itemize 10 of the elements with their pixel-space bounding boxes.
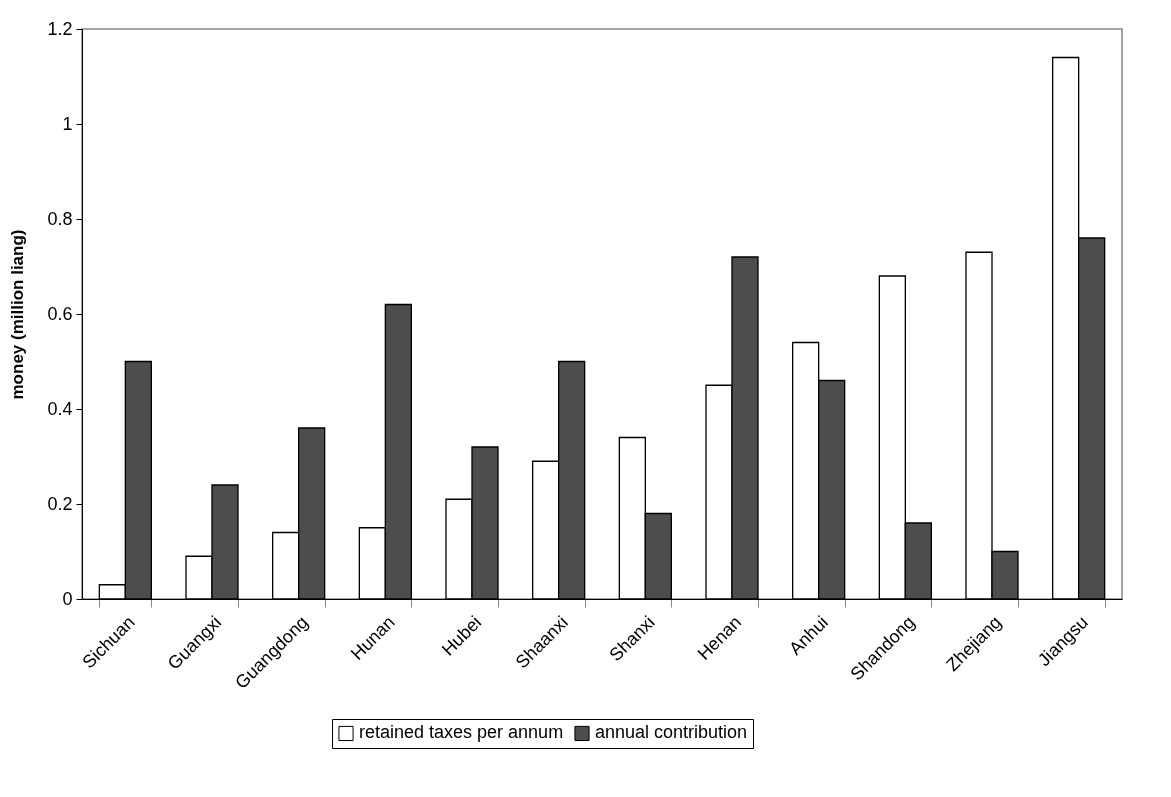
- legend-label: annual contribution: [595, 722, 748, 743]
- y-tick-label: 0.2: [47, 493, 73, 514]
- y-tick-label: 1: [62, 113, 73, 134]
- legend-label: retained taxes per annum: [359, 722, 564, 743]
- y-axis-title: money (million liang): [8, 229, 28, 400]
- y-tick-label: 1.2: [47, 18, 73, 39]
- y-tick-label: 0.4: [47, 398, 73, 419]
- y-tick-label: 0.8: [47, 208, 73, 229]
- y-tick-label: 0: [62, 588, 73, 609]
- y-tick-label: 0.6: [47, 303, 73, 324]
